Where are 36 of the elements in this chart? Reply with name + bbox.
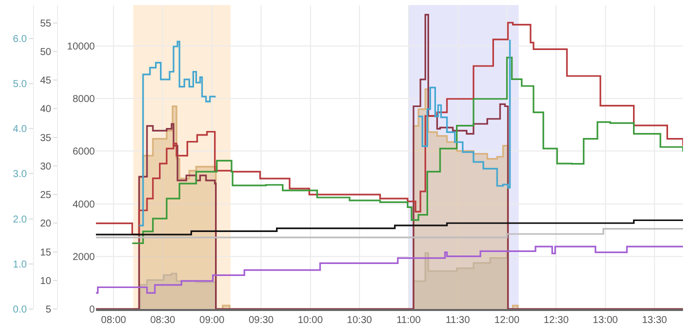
x-tick-label: 09:00 [199,315,225,326]
y2-tick-label: 30 [40,161,52,172]
y3-tick-label: 0.0 [12,304,28,316]
y2-tick-label: 5 [46,304,52,316]
y2-tick-label: 25 [40,190,52,201]
x-tick-label: 10:00 [298,315,324,326]
y-tick-label: 2000 [72,252,96,263]
x-tick-label: 08:00 [101,315,126,326]
y2-tick-label: 15 [40,247,52,258]
y3-tick-label: 2.0 [12,214,28,226]
y3-tick-label: 4.0 [12,124,28,136]
y2-tick-label: 40 [40,104,52,116]
y3-tick-label: 3.0 [12,169,28,180]
x-tick-label: 08:30 [150,315,176,326]
x-tick-label: 13:00 [592,315,618,326]
x-tick-label: 10:30 [346,315,372,326]
x-tick-label: 13:30 [642,315,668,326]
x-tick-label: 12:00 [494,315,520,326]
x-tick-label: 11:30 [446,315,470,326]
y3-tick-label: 5.0 [12,78,28,90]
y2-tick-label: 35 [40,132,52,144]
y2-tick-label: 50 [40,46,52,58]
x-tick-label: 12:30 [544,315,570,326]
y2-tick-label: 45 [40,76,52,86]
y-tick-label: 4000 [72,199,96,210]
y-tick-label: 6000 [72,146,96,158]
x-tick-label: 09:30 [248,315,274,326]
y-tick-label: 0 [89,304,96,316]
y2-tick-label: 10 [40,276,52,287]
y3-tick-label: 6.0 [12,34,28,45]
x-tick-label: 11:00 [396,315,422,326]
y2-tick-label: 55 [40,18,52,30]
y3-tick-label: 1.0 [12,259,28,270]
y2-tick-label: 20 [40,218,52,230]
y-tick-label: 8000 [72,94,96,106]
y-tick-label: 10000 [67,42,96,53]
